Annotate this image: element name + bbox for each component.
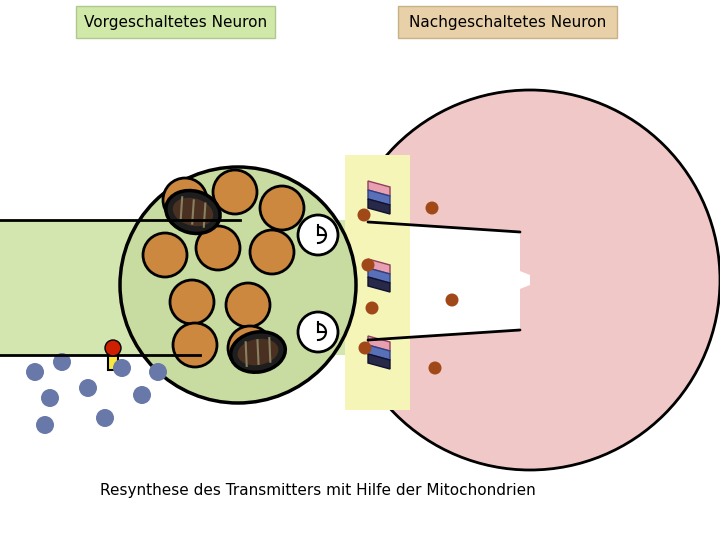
Ellipse shape — [166, 191, 220, 233]
Ellipse shape — [173, 198, 213, 226]
Circle shape — [53, 353, 71, 371]
Circle shape — [228, 326, 272, 370]
Circle shape — [250, 230, 294, 274]
Circle shape — [120, 167, 356, 403]
Polygon shape — [355, 212, 530, 348]
Circle shape — [133, 386, 151, 404]
FancyBboxPatch shape — [398, 6, 617, 38]
Ellipse shape — [230, 332, 285, 372]
Circle shape — [170, 280, 214, 324]
Polygon shape — [368, 354, 390, 369]
Ellipse shape — [238, 339, 279, 365]
Polygon shape — [368, 268, 390, 283]
Circle shape — [26, 363, 44, 381]
Circle shape — [446, 294, 459, 307]
Polygon shape — [368, 190, 390, 205]
Polygon shape — [368, 277, 390, 292]
Circle shape — [105, 340, 121, 356]
Circle shape — [298, 312, 338, 352]
Circle shape — [298, 215, 338, 255]
Circle shape — [163, 178, 207, 222]
Circle shape — [113, 359, 131, 377]
Text: Nachgeschaltetes Neuron: Nachgeschaltetes Neuron — [410, 16, 607, 30]
Circle shape — [426, 201, 438, 214]
Text: Resynthese des Transmitters mit Hilfe der Mitochondrien: Resynthese des Transmitters mit Hilfe de… — [100, 483, 536, 497]
Circle shape — [359, 341, 372, 354]
Circle shape — [366, 301, 379, 314]
Circle shape — [173, 323, 217, 367]
Circle shape — [340, 90, 720, 470]
Polygon shape — [368, 199, 390, 214]
Bar — [345, 155, 410, 410]
Polygon shape — [368, 259, 390, 274]
Polygon shape — [368, 336, 390, 351]
Bar — [108, 348, 118, 370]
Circle shape — [41, 389, 59, 407]
Text: Vorgeschaltetes Neuron: Vorgeschaltetes Neuron — [84, 16, 268, 30]
Circle shape — [36, 416, 54, 434]
FancyBboxPatch shape — [76, 6, 275, 38]
Circle shape — [213, 170, 257, 214]
Bar — [0, 220, 360, 355]
Circle shape — [428, 361, 441, 375]
Circle shape — [260, 186, 304, 230]
Circle shape — [358, 208, 371, 221]
Circle shape — [226, 283, 270, 327]
Circle shape — [149, 363, 167, 381]
Circle shape — [79, 379, 97, 397]
Circle shape — [196, 226, 240, 270]
Circle shape — [361, 259, 374, 272]
Circle shape — [143, 233, 187, 277]
Circle shape — [96, 409, 114, 427]
Polygon shape — [368, 222, 520, 340]
Polygon shape — [368, 181, 390, 196]
Polygon shape — [368, 345, 390, 360]
